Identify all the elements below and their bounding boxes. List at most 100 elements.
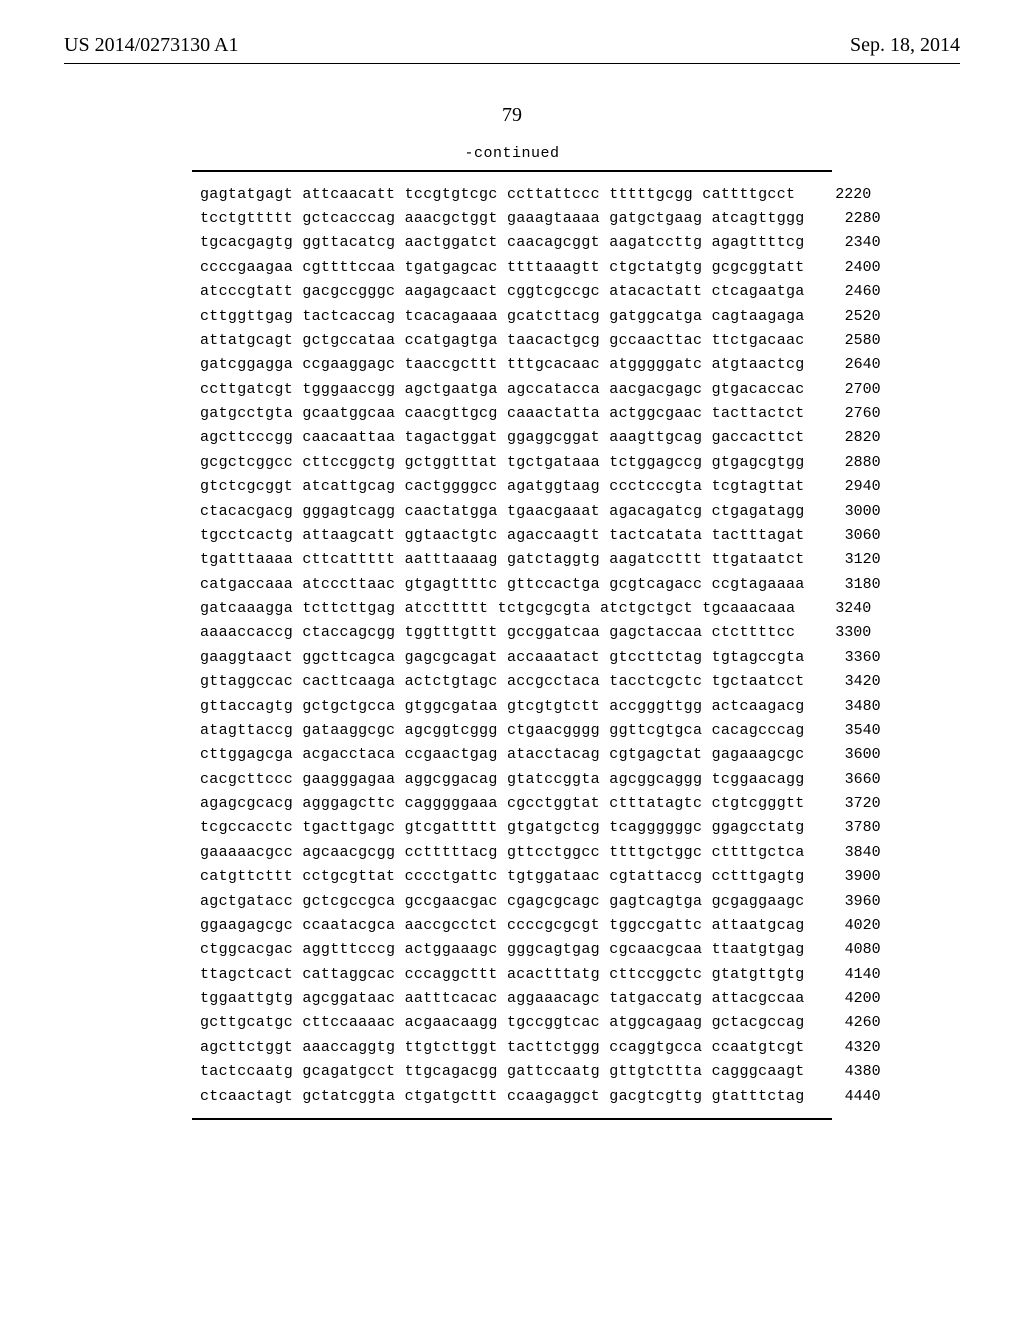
sequence-position: 3300 <box>795 625 871 640</box>
sequence-row: atcccgtatt gacgccgggc aagagcaact cggtcgc… <box>192 280 832 304</box>
sequence-row: ccttgatcgt tgggaaccgg agctgaatga agccata… <box>192 377 832 401</box>
sequence-row: agctgatacc gctcgccgca gccgaacgac cgagcgc… <box>192 889 832 913</box>
sequence-text: cttggagcga acgacctaca ccgaactgag ataccta… <box>200 747 805 762</box>
sequence-text: gatcggagga ccgaaggagc taaccgcttt tttgcac… <box>200 357 805 372</box>
sequence-text: attatgcagt gctgccataa ccatgagtga taacact… <box>200 333 805 348</box>
sequence-position: 3720 <box>805 796 881 811</box>
sequence-position: 2640 <box>805 357 881 372</box>
sequence-position: 3960 <box>805 894 881 909</box>
sequence-row: gttaccagtg gctgctgcca gtggcgataa gtcgtgt… <box>192 694 832 718</box>
header-right: Sep. 18, 2014 <box>850 34 960 57</box>
sequence-position: 2880 <box>805 455 881 470</box>
sequence-text: gatcaaagga tcttcttgag atccttttt tctgcgcg… <box>200 601 795 616</box>
sequence-row: ctggcacgac aggtttcccg actggaaagc gggcagt… <box>192 938 832 962</box>
continued-caption: -continued <box>64 145 960 162</box>
sequence-row: catgaccaaa atcccttaac gtgagttttc gttccac… <box>192 572 832 596</box>
sequence-position: 3180 <box>805 577 881 592</box>
sequence-row: atagttaccg gataaggcgc agcggtcggg ctgaacg… <box>192 718 832 742</box>
page: US 2014/0273130 A1 Sep. 18, 2014 79 -con… <box>0 0 1024 1320</box>
sequence-position: 4380 <box>805 1064 881 1079</box>
sequence-position: 2760 <box>805 406 881 421</box>
sequence-listing: gagtatgagt attcaacatt tccgtgtcgc ccttatt… <box>192 170 832 1120</box>
sequence-row: ggaagagcgc ccaatacgca aaccgcctct ccccgcg… <box>192 913 832 937</box>
sequence-text: ggaagagcgc ccaatacgca aaccgcctct ccccgcg… <box>200 918 805 933</box>
sequence-position: 2700 <box>805 382 881 397</box>
sequence-text: tggaattgtg agcggataac aatttcacac aggaaac… <box>200 991 805 1006</box>
sequence-position: 4020 <box>805 918 881 933</box>
sequence-position: 4440 <box>805 1089 881 1104</box>
sequence-row: cttggagcga acgacctaca ccgaactgag ataccta… <box>192 743 832 767</box>
sequence-row: tcctgttttt gctcacccag aaacgctggt gaaagta… <box>192 206 832 230</box>
sequence-text: tgcacgagtg ggttacatcg aactggatct caacagc… <box>200 235 805 250</box>
sequence-text: gcttgcatgc cttccaaaac acgaacaagg tgccggt… <box>200 1015 805 1030</box>
sequence-text: gtctcgcggt atcattgcag cactggggcc agatggt… <box>200 479 805 494</box>
sequence-text: ctcaactagt gctatcggta ctgatgcttt ccaagag… <box>200 1089 805 1104</box>
sequence-text: ccttgatcgt tgggaaccgg agctgaatga agccata… <box>200 382 805 397</box>
sequence-row: agcttctggt aaaccaggtg ttgtcttggt tacttct… <box>192 1035 832 1059</box>
sequence-row: gatgcctgta gcaatggcaa caacgttgcg caaacta… <box>192 401 832 425</box>
sequence-row: gatcaaagga tcttcttgag atccttttt tctgcgcg… <box>192 596 832 620</box>
sequence-row: gaaaaacgcc agcaacgcgg cctttttacg gttcctg… <box>192 840 832 864</box>
sequence-text: agagcgcacg agggagcttc cagggggaaa cgcctgg… <box>200 796 805 811</box>
sequence-row: gagtatgagt attcaacatt tccgtgtcgc ccttatt… <box>192 182 832 206</box>
sequence-position: 4080 <box>805 942 881 957</box>
header-rule <box>64 63 960 64</box>
sequence-position: 3420 <box>805 674 881 689</box>
sequence-position: 4320 <box>805 1040 881 1055</box>
sequence-position: 4260 <box>805 1015 881 1030</box>
sequence-row: ctcaactagt gctatcggta ctgatgcttt ccaagag… <box>192 1084 832 1108</box>
sequence-row: attatgcagt gctgccataa ccatgagtga taacact… <box>192 328 832 352</box>
sequence-row: agagcgcacg agggagcttc cagggggaaa cgcctgg… <box>192 791 832 815</box>
sequence-position: 2280 <box>805 211 881 226</box>
sequence-position: 2400 <box>805 260 881 275</box>
sequence-text: catgaccaaa atcccttaac gtgagttttc gttccac… <box>200 577 805 592</box>
sequence-row: gatcggagga ccgaaggagc taaccgcttt tttgcac… <box>192 353 832 377</box>
page-header: US 2014/0273130 A1 Sep. 18, 2014 <box>64 34 960 57</box>
sequence-position: 2340 <box>805 235 881 250</box>
sequence-position: 3600 <box>805 747 881 762</box>
sequence-position: 3120 <box>805 552 881 567</box>
sequence-text: ccccgaagaa cgttttccaa tgatgagcac ttttaaa… <box>200 260 805 275</box>
sequence-text: agcttcccgg caacaattaa tagactggat ggaggcg… <box>200 430 805 445</box>
sequence-text: gaaaaacgcc agcaacgcgg cctttttacg gttcctg… <box>200 845 805 860</box>
sequence-row: gtctcgcggt atcattgcag cactggggcc agatggt… <box>192 475 832 499</box>
sequence-position: 3780 <box>805 820 881 835</box>
sequence-position: 3000 <box>805 504 881 519</box>
sequence-position: 2220 <box>795 187 871 202</box>
sequence-row: gcttgcatgc cttccaaaac acgaacaagg tgccggt… <box>192 1011 832 1035</box>
sequence-row: ccccgaagaa cgttttccaa tgatgagcac ttttaaa… <box>192 255 832 279</box>
sequence-position: 4140 <box>805 967 881 982</box>
sequence-text: gttaggccac cacttcaaga actctgtagc accgcct… <box>200 674 805 689</box>
sequence-text: gatgcctgta gcaatggcaa caacgttgcg caaacta… <box>200 406 805 421</box>
sequence-row: ttagctcact cattaggcac cccaggcttt acacttt… <box>192 962 832 986</box>
page-number: 79 <box>64 104 960 127</box>
sequence-text: agctgatacc gctcgccgca gccgaacgac cgagcgc… <box>200 894 805 909</box>
sequence-position: 3660 <box>805 772 881 787</box>
sequence-text: gttaccagtg gctgctgcca gtggcgataa gtcgtgt… <box>200 699 805 714</box>
sequence-position: 3360 <box>805 650 881 665</box>
sequence-row: tgcacgagtg ggttacatcg aactggatct caacagc… <box>192 231 832 255</box>
sequence-text: catgttcttt cctgcgttat cccctgattc tgtggat… <box>200 869 805 884</box>
sequence-text: tactccaatg gcagatgcct ttgcagacgg gattcca… <box>200 1064 805 1079</box>
sequence-row: tgcctcactg attaagcatt ggtaactgtc agaccaa… <box>192 523 832 547</box>
sequence-row: tggaattgtg agcggataac aatttcacac aggaaac… <box>192 986 832 1010</box>
sequence-position: 2820 <box>805 430 881 445</box>
sequence-text: aaaaccaccg ctaccagcgg tggtttgttt gccggat… <box>200 625 795 640</box>
sequence-text: ctggcacgac aggtttcccg actggaaagc gggcagt… <box>200 942 805 957</box>
sequence-row: agcttcccgg caacaattaa tagactggat ggaggcg… <box>192 426 832 450</box>
sequence-row: ctacacgacg gggagtcagg caactatgga tgaacga… <box>192 499 832 523</box>
sequence-row: tcgccacctc tgacttgagc gtcgattttt gtgatgc… <box>192 816 832 840</box>
sequence-position: 3240 <box>795 601 871 616</box>
sequence-text: ctacacgacg gggagtcagg caactatgga tgaacga… <box>200 504 805 519</box>
sequence-text: ttagctcact cattaggcac cccaggcttt acacttt… <box>200 967 805 982</box>
sequence-text: gcgctcggcc cttccggctg gctggtttat tgctgat… <box>200 455 805 470</box>
sequence-text: agcttctggt aaaccaggtg ttgtcttggt tacttct… <box>200 1040 805 1055</box>
sequence-row: gcgctcggcc cttccggctg gctggtttat tgctgat… <box>192 450 832 474</box>
sequence-position: 3840 <box>805 845 881 860</box>
sequence-text: atcccgtatt gacgccgggc aagagcaact cggtcgc… <box>200 284 805 299</box>
sequence-position: 2580 <box>805 333 881 348</box>
sequence-row: cacgcttccc gaagggagaa aggcggacag gtatccg… <box>192 767 832 791</box>
sequence-position: 4200 <box>805 991 881 1006</box>
sequence-position: 3060 <box>805 528 881 543</box>
sequence-text: tcgccacctc tgacttgagc gtcgattttt gtgatgc… <box>200 820 805 835</box>
